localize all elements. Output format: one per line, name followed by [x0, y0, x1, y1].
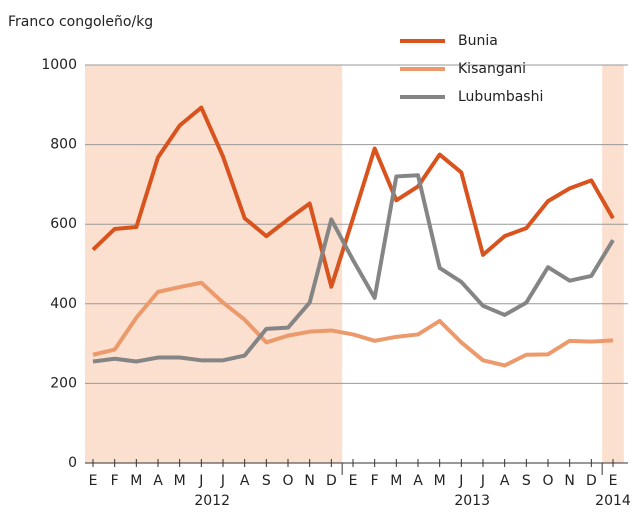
x-tick-label: S [262, 473, 271, 489]
x-tick-label: M [390, 473, 402, 489]
year-label: 2013 [454, 493, 490, 509]
series-line [92, 280, 614, 368]
x-tick-label: J [480, 473, 485, 489]
x-tick-label: A [153, 473, 163, 489]
x-tick-label: A [413, 473, 423, 489]
x-tick-label: E [349, 473, 358, 489]
x-tick-label: N [304, 473, 314, 489]
period-shade [85, 65, 343, 463]
year-label: 2012 [194, 493, 230, 509]
x-tick-label: O [542, 473, 553, 489]
series-line [92, 173, 615, 364]
legend-label: Lubumbashi [458, 89, 543, 105]
period-shade [602, 65, 624, 463]
x-tick-label: N [564, 473, 574, 489]
x-tick-label: A [240, 473, 250, 489]
x-tick-label: S [522, 473, 531, 489]
x-tick-label: E [89, 473, 98, 489]
y-tick-label: 0 [68, 455, 77, 471]
y-tick-label: 1000 [41, 57, 77, 73]
y-tick-label: 600 [50, 216, 77, 232]
x-tick-label: M [174, 473, 186, 489]
x-tick-label: F [371, 473, 379, 489]
y-tick-label: 200 [50, 375, 77, 391]
x-tick-label: J [220, 473, 225, 489]
y-tick-label: 800 [50, 137, 77, 153]
x-tick-label: M [130, 473, 142, 489]
x-tick-label: F [111, 473, 119, 489]
x-tick-label: D [326, 473, 337, 489]
x-tick-label: A [500, 473, 510, 489]
legend-label: Bunia [458, 33, 498, 49]
series-line [91, 105, 615, 289]
y-axis-label: Franco congoleño/kg [8, 14, 153, 30]
x-tick-label: J [458, 473, 463, 489]
x-tick-label: D [586, 473, 597, 489]
x-tick-label: O [282, 473, 293, 489]
year-label: 2014 [595, 493, 631, 509]
x-tick-label: M [434, 473, 446, 489]
x-tick-label: E [609, 473, 618, 489]
legend-label: Kisangani [458, 61, 526, 77]
y-tick-label: 400 [50, 296, 77, 312]
x-tick-label: J [198, 473, 203, 489]
